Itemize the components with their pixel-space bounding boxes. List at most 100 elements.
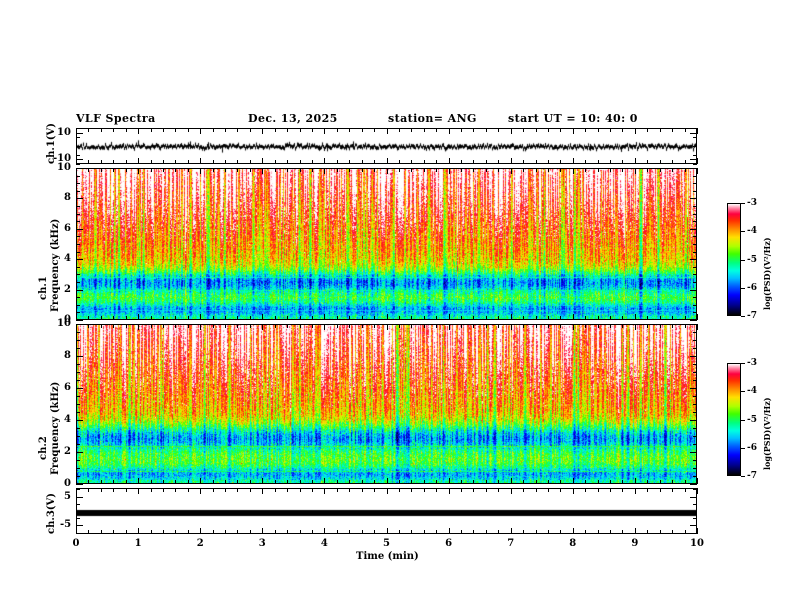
x-minor-tick (212, 324, 214, 328)
y-major-tick (76, 420, 83, 421)
x-tick-label: 7 (507, 538, 515, 549)
x-minor-tick (212, 316, 214, 320)
x-minor-tick (225, 160, 227, 164)
colorbar-tick (741, 391, 745, 393)
x-minor-tick (398, 168, 400, 172)
x-minor-tick (585, 530, 587, 534)
x-minor-tick (485, 530, 487, 534)
x-minor-tick (336, 168, 338, 172)
x-minor-tick (88, 160, 90, 164)
x-major-tick (448, 528, 450, 534)
x-minor-tick (436, 488, 438, 492)
x-minor-tick (274, 128, 276, 132)
x-minor-tick (150, 530, 152, 534)
x-minor-tick (349, 480, 351, 484)
x-minor-tick (113, 128, 115, 132)
x-minor-tick (398, 480, 400, 484)
ch2-spectrogram-panel (76, 324, 697, 484)
ch2-spectrogram-ylabel-line2: Frequency (kHz) (50, 381, 61, 475)
x-minor-tick (287, 488, 289, 492)
x-major-tick (634, 528, 636, 534)
x-major-tick (76, 488, 77, 494)
y-minor-tick (76, 251, 80, 253)
y-major-tick (76, 168, 83, 169)
y-major-tick (690, 289, 697, 291)
x-minor-tick (423, 324, 425, 328)
x-minor-tick (299, 168, 301, 172)
x-minor-tick (361, 316, 363, 320)
y-major-tick (76, 320, 83, 321)
x-major-tick (634, 158, 636, 164)
x-minor-tick (212, 530, 214, 534)
x-minor-tick (485, 316, 487, 320)
x-minor-tick (249, 324, 251, 328)
y-minor-tick (693, 128, 697, 129)
x-minor-tick (647, 160, 649, 164)
y-tick-label: 10 (57, 318, 71, 329)
x-minor-tick (622, 168, 624, 172)
x-major-tick (138, 128, 140, 134)
x-major-tick (262, 528, 264, 534)
x-minor-tick (311, 160, 313, 164)
x-minor-tick (162, 324, 164, 328)
x-minor-tick (311, 168, 313, 172)
x-minor-tick (411, 160, 413, 164)
x-minor-tick (113, 488, 115, 492)
x-minor-tick (398, 488, 400, 492)
colorbar-tick (741, 363, 745, 364)
x-minor-tick (175, 530, 177, 534)
x-minor-tick (547, 128, 549, 132)
y-minor-tick (76, 340, 80, 341)
x-minor-tick (659, 160, 661, 164)
x-minor-tick (175, 160, 177, 164)
x-major-tick (324, 158, 326, 164)
y-minor-tick (693, 282, 697, 283)
colorbar-tick (741, 419, 745, 421)
x-minor-tick (535, 168, 537, 172)
x-minor-tick (622, 324, 624, 328)
x-minor-tick (150, 480, 152, 484)
y-tick-label: 2 (64, 446, 71, 457)
colorbar-tick-label: -6 (747, 282, 757, 293)
x-minor-tick (411, 316, 413, 320)
y-major-tick (76, 289, 83, 291)
x-minor-tick (361, 530, 363, 534)
x-minor-tick (485, 160, 487, 164)
x-major-tick (386, 478, 388, 484)
y-minor-tick (76, 304, 80, 306)
x-minor-tick (225, 316, 227, 320)
y-minor-tick (693, 428, 697, 429)
x-tick-label: 9 (631, 538, 639, 549)
x-minor-tick (150, 128, 152, 132)
x-major-tick (634, 168, 636, 174)
x-major-tick (262, 128, 264, 134)
x-major-tick (200, 158, 202, 164)
colorbar-tick (741, 447, 745, 449)
x-major-tick (448, 128, 450, 134)
x-minor-tick (461, 488, 463, 492)
x-minor-tick (523, 480, 525, 484)
y-major-tick (690, 259, 697, 261)
x-minor-tick (535, 316, 537, 320)
x-minor-tick (436, 160, 438, 164)
x-minor-tick (684, 316, 686, 320)
x-minor-tick (498, 488, 500, 492)
y-minor-tick (693, 146, 697, 147)
figure-start-ut: start UT = 10: 40: 0 (508, 112, 638, 125)
x-major-tick (138, 324, 140, 330)
y-minor-tick (76, 213, 80, 215)
x-minor-tick (374, 488, 376, 492)
ch1-spectrogram-image (77, 169, 696, 319)
y-minor-tick (76, 396, 80, 397)
x-major-tick (386, 488, 388, 494)
y-minor-tick (693, 312, 697, 314)
x-minor-tick (684, 324, 686, 328)
x-minor-tick (547, 324, 549, 328)
y-minor-tick (693, 274, 697, 276)
x-minor-tick (113, 480, 115, 484)
y-minor-tick (76, 297, 80, 299)
x-major-tick (200, 478, 202, 484)
x-minor-tick (274, 480, 276, 484)
y-minor-tick (693, 164, 697, 165)
x-minor-tick (411, 480, 413, 484)
